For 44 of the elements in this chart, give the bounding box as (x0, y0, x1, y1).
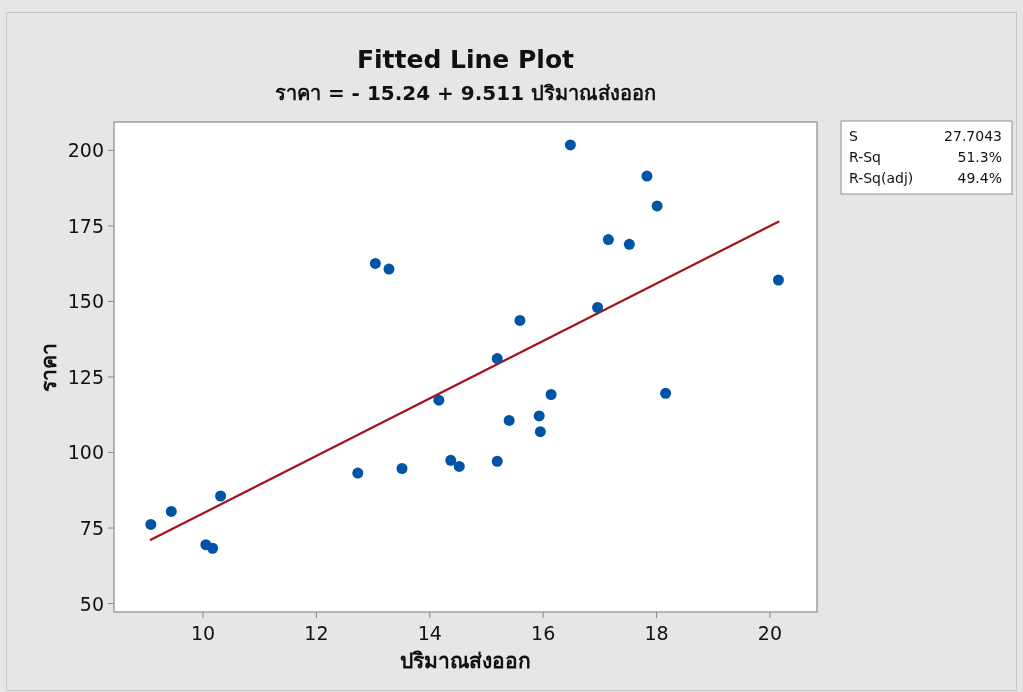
chart-subtitle: ราคา = - 15.24 + 9.511 ปริมาณส่งออก (274, 81, 657, 105)
y-tick-label: 150 (67, 290, 104, 313)
point (165, 505, 177, 517)
y-tick-label: 75 (79, 517, 104, 540)
point (352, 467, 364, 479)
point (592, 301, 604, 313)
x-tick-label: 16 (531, 622, 556, 644)
point (491, 455, 503, 467)
point (503, 414, 515, 426)
point (545, 388, 557, 400)
point (145, 518, 157, 530)
y-tick-label: 50 (79, 592, 104, 615)
point (383, 263, 395, 275)
point (651, 200, 663, 212)
chart-title: Fitted Line Plot (356, 45, 575, 74)
point (215, 490, 227, 502)
y-tick-label: 100 (67, 441, 104, 464)
x-tick-label: 12 (304, 622, 329, 644)
x-axis-title: ปริมาณส่งออก (400, 649, 531, 673)
x-tick-label: 14 (417, 622, 442, 644)
y-axis-title: ราคา (37, 342, 61, 392)
x-tick-label: 10 (190, 622, 216, 644)
point (623, 238, 635, 250)
point (602, 234, 614, 246)
y-tick-label: 125 (67, 365, 104, 388)
point (453, 460, 465, 472)
y-tick-label: 175 (67, 214, 104, 237)
point (491, 353, 503, 365)
point (533, 410, 545, 422)
point (207, 542, 219, 554)
point (514, 314, 526, 326)
point (660, 387, 672, 399)
point (396, 463, 408, 474)
x-tick-label: 20 (757, 622, 783, 644)
point (445, 454, 457, 466)
point (433, 394, 445, 406)
point (369, 257, 381, 269)
point (534, 426, 546, 438)
x-tick-label: 18 (644, 622, 669, 644)
point (641, 170, 653, 182)
point (564, 139, 576, 151)
stats-box: S 27.7043 R-Sq 51.3% R-Sq(adj) 49.4% (840, 120, 1013, 195)
y-tick-label: 200 (67, 139, 104, 162)
point (772, 274, 784, 286)
